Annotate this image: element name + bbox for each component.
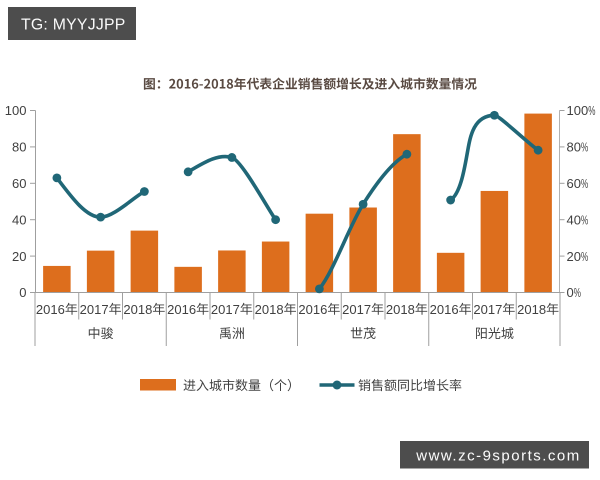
svg-text:2018: 2018 [386,302,415,317]
svg-text:2016: 2016 [430,302,459,317]
svg-text:2018: 2018 [517,302,546,317]
svg-text:2018: 2018 [255,302,284,317]
svg-text:%: % [581,212,588,227]
svg-text:%: % [588,103,595,118]
svg-text:60: 60 [12,176,26,191]
svg-text:2017: 2017 [80,302,109,317]
svg-text:TG: MYYJJPP: TG: MYYJJPP [21,17,126,34]
svg-text:20: 20 [567,249,581,264]
svg-text:2017: 2017 [473,302,502,317]
svg-text:80: 80 [12,140,26,155]
svg-text:2018: 2018 [123,302,152,317]
svg-text:2016: 2016 [167,302,196,317]
svg-text:2017: 2017 [342,302,371,317]
svg-text:%: % [574,285,581,300]
svg-text:80: 80 [567,140,581,155]
svg-text:0: 0 [567,285,574,300]
svg-text:2016: 2016 [298,302,327,317]
svg-text:www.zc-9sports.com: www.zc-9sports.com [415,448,581,465]
svg-text:40: 40 [12,212,26,227]
svg-text:%: % [581,249,588,264]
svg-text:20: 20 [12,249,26,264]
svg-text:60: 60 [567,176,581,191]
svg-text:100: 100 [5,103,27,118]
svg-text:2016: 2016 [36,302,65,317]
svg-text:40: 40 [567,212,581,227]
svg-text:2017: 2017 [211,302,240,317]
svg-text:%: % [581,176,588,191]
svg-text:0: 0 [19,285,26,300]
svg-text:%: % [581,140,588,155]
svg-text:100: 100 [567,103,589,118]
